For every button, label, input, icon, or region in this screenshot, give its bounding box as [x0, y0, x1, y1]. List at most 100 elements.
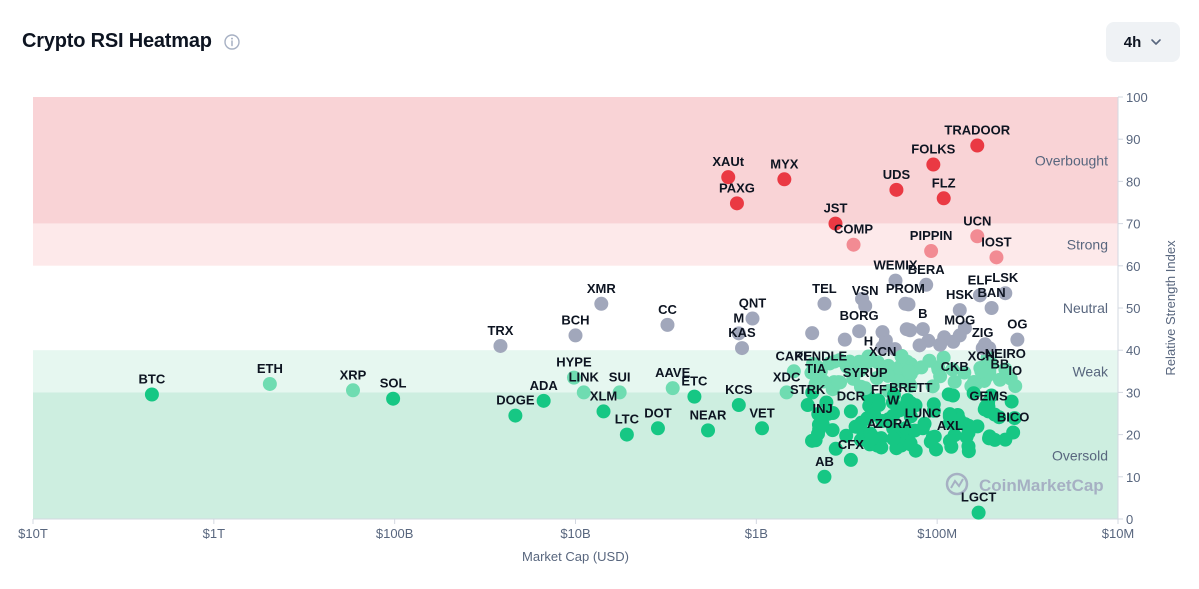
- label-link: LINK: [569, 369, 600, 384]
- point-xdc: [779, 385, 794, 400]
- label-lunc: LUNC: [905, 405, 942, 420]
- x-axis-title: Market Cap (USD): [522, 549, 629, 564]
- point-bch: [568, 328, 583, 343]
- label-wemix: WEMIX: [873, 258, 917, 273]
- zone-label-weak: Weak: [1072, 363, 1109, 379]
- x-tick-label: $100M: [917, 526, 957, 541]
- point-zora: [886, 431, 901, 446]
- cluster-point: [961, 444, 976, 459]
- point-cc: [660, 317, 675, 332]
- label-axl: AXL: [937, 418, 963, 433]
- point-ada: [536, 393, 551, 408]
- y-tick-label: 80: [1126, 174, 1140, 189]
- point-uds: [889, 182, 904, 197]
- cluster-point: [914, 360, 929, 375]
- cluster-point: [933, 369, 948, 384]
- cluster-point: [987, 432, 1002, 447]
- point-tel: [817, 296, 832, 311]
- cluster-point: [869, 371, 884, 386]
- y-tick-label: 90: [1126, 132, 1140, 147]
- cluster-point: [901, 364, 916, 379]
- point-ff: [871, 398, 886, 413]
- label-eth: ETH: [257, 361, 283, 376]
- label-ff: FF: [871, 382, 887, 397]
- label-myx: MYX: [770, 156, 799, 171]
- label-syrup: SYRUP: [843, 365, 888, 380]
- point-bico: [1006, 425, 1021, 440]
- watermark: CoinMarketCap: [945, 472, 1104, 496]
- y-tick-label: 60: [1126, 259, 1140, 274]
- label-bera: BERA: [908, 262, 945, 277]
- point-xaut: [721, 170, 736, 185]
- point-lunc: [915, 421, 930, 436]
- cluster-point: [837, 332, 852, 347]
- point-etc: [687, 389, 702, 404]
- label-io: IO: [1008, 363, 1022, 378]
- cluster-point: [831, 375, 846, 390]
- label-h: H: [864, 334, 873, 349]
- label-xrp: XRP: [340, 367, 367, 382]
- label-strk: STRK: [790, 382, 826, 397]
- point-paxg: [729, 196, 744, 211]
- chart-header: Crypto RSI Heatmap: [22, 30, 240, 53]
- label-lsk: LSK: [992, 270, 1019, 285]
- point-xrp: [345, 383, 360, 398]
- label-borg: BORG: [840, 308, 879, 323]
- point-sui: [612, 385, 627, 400]
- label-prom: PROM: [886, 281, 925, 296]
- label-ltc: LTC: [615, 412, 640, 427]
- point-cfx: [843, 452, 858, 467]
- point-m: [731, 326, 746, 341]
- timeframe-dropdown[interactable]: 4h: [1106, 22, 1180, 62]
- cluster-point: [903, 409, 918, 424]
- cluster-point: [819, 395, 834, 410]
- label-dot: DOT: [644, 405, 672, 420]
- label-ucn: UCN: [963, 213, 991, 228]
- point-ban: [984, 301, 999, 315]
- label-w: W: [887, 393, 900, 408]
- axes: 0 10 20 30 40 50 60 70 80 90 100 $10T $1T $100B $10B $1…: [18, 90, 1178, 564]
- label-comp: COMP: [834, 222, 873, 237]
- cluster-point: [933, 337, 948, 352]
- label-iost: IOST: [981, 234, 1011, 249]
- cluster-point: [839, 428, 854, 443]
- point-inj: [815, 417, 830, 432]
- label-m: M: [733, 310, 744, 325]
- x-tick-label: $10B: [560, 526, 590, 541]
- y-tick-label: 10: [1126, 470, 1140, 485]
- point-elf: [972, 288, 987, 303]
- cluster-point: [966, 386, 981, 401]
- label-a: A: [867, 416, 877, 431]
- cluster-point: [961, 418, 976, 433]
- label-flz: FLZ: [932, 175, 956, 190]
- point-lgct: [971, 505, 986, 520]
- cluster-point: [903, 378, 918, 393]
- point-pendle: [813, 364, 828, 379]
- label-jst: JST: [824, 201, 848, 216]
- point-hsk: [952, 303, 967, 318]
- info-icon[interactable]: [224, 33, 240, 50]
- point-prom: [898, 296, 913, 311]
- zone-label-neutral: Neutral: [1063, 300, 1108, 316]
- cluster-point: [805, 326, 820, 341]
- point-sol: [386, 391, 401, 406]
- label-ban: BAN: [978, 285, 1006, 300]
- point-link: [576, 385, 591, 400]
- x-tick-label: $100B: [376, 526, 414, 541]
- point-xcn: [875, 360, 890, 375]
- label-cfx: CFX: [838, 437, 864, 452]
- label-brett: BRETT: [889, 380, 932, 395]
- cluster-point: [936, 350, 951, 365]
- label-pendle: PENDLE: [794, 348, 847, 363]
- point-btc: [144, 387, 159, 402]
- label-bico: BICO: [997, 409, 1030, 424]
- point-doge: [508, 408, 523, 423]
- point-lsk: [998, 286, 1013, 301]
- cluster-point: [1007, 411, 1022, 426]
- x-tick-label: $10M: [1102, 526, 1135, 541]
- label-tia: TIA: [805, 361, 827, 376]
- point-tradoor: [970, 138, 985, 153]
- label-paxg: PAXG: [719, 180, 755, 195]
- label-zig: ZIG: [972, 325, 994, 340]
